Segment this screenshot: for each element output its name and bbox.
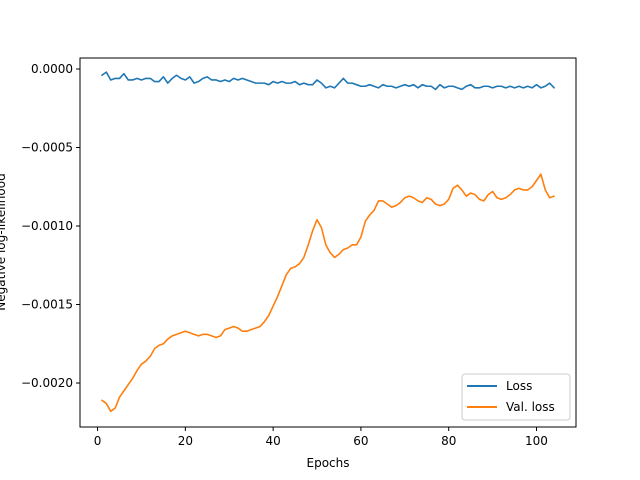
- series-line-loss: [101, 71, 555, 91]
- y-tick-label: −0.0015: [21, 298, 73, 312]
- y-axis-label: Negative log-likelihood: [0, 173, 8, 310]
- y-tick-label: −0.0005: [21, 141, 73, 155]
- x-tick-label: 60: [353, 434, 368, 448]
- x-tick-label: 100: [525, 434, 548, 448]
- x-tick-label: 40: [265, 434, 280, 448]
- legend-label-loss: Loss: [506, 379, 532, 393]
- plot-frame: [79, 57, 577, 428]
- y-axis: 0.0000 −0.0005 −0.0010 −0.0015 −0.0020: [21, 62, 80, 390]
- y-tick-label: −0.0010: [21, 219, 73, 233]
- x-tick-label: 20: [178, 434, 193, 448]
- series-line-val-loss: [101, 173, 555, 413]
- y-tick-label: −0.0020: [21, 376, 73, 390]
- legend: Loss Val. loss: [461, 373, 571, 421]
- legend-label-val-loss: Val. loss: [506, 400, 555, 414]
- x-axis-label: Epochs: [307, 456, 350, 470]
- x-axis: 0 20 40 60 80 100: [94, 427, 548, 448]
- x-tick-label: 0: [94, 434, 102, 448]
- plot-lines: [101, 71, 555, 413]
- x-tick-label: 80: [441, 434, 456, 448]
- y-tick-label: 0.0000: [31, 62, 73, 76]
